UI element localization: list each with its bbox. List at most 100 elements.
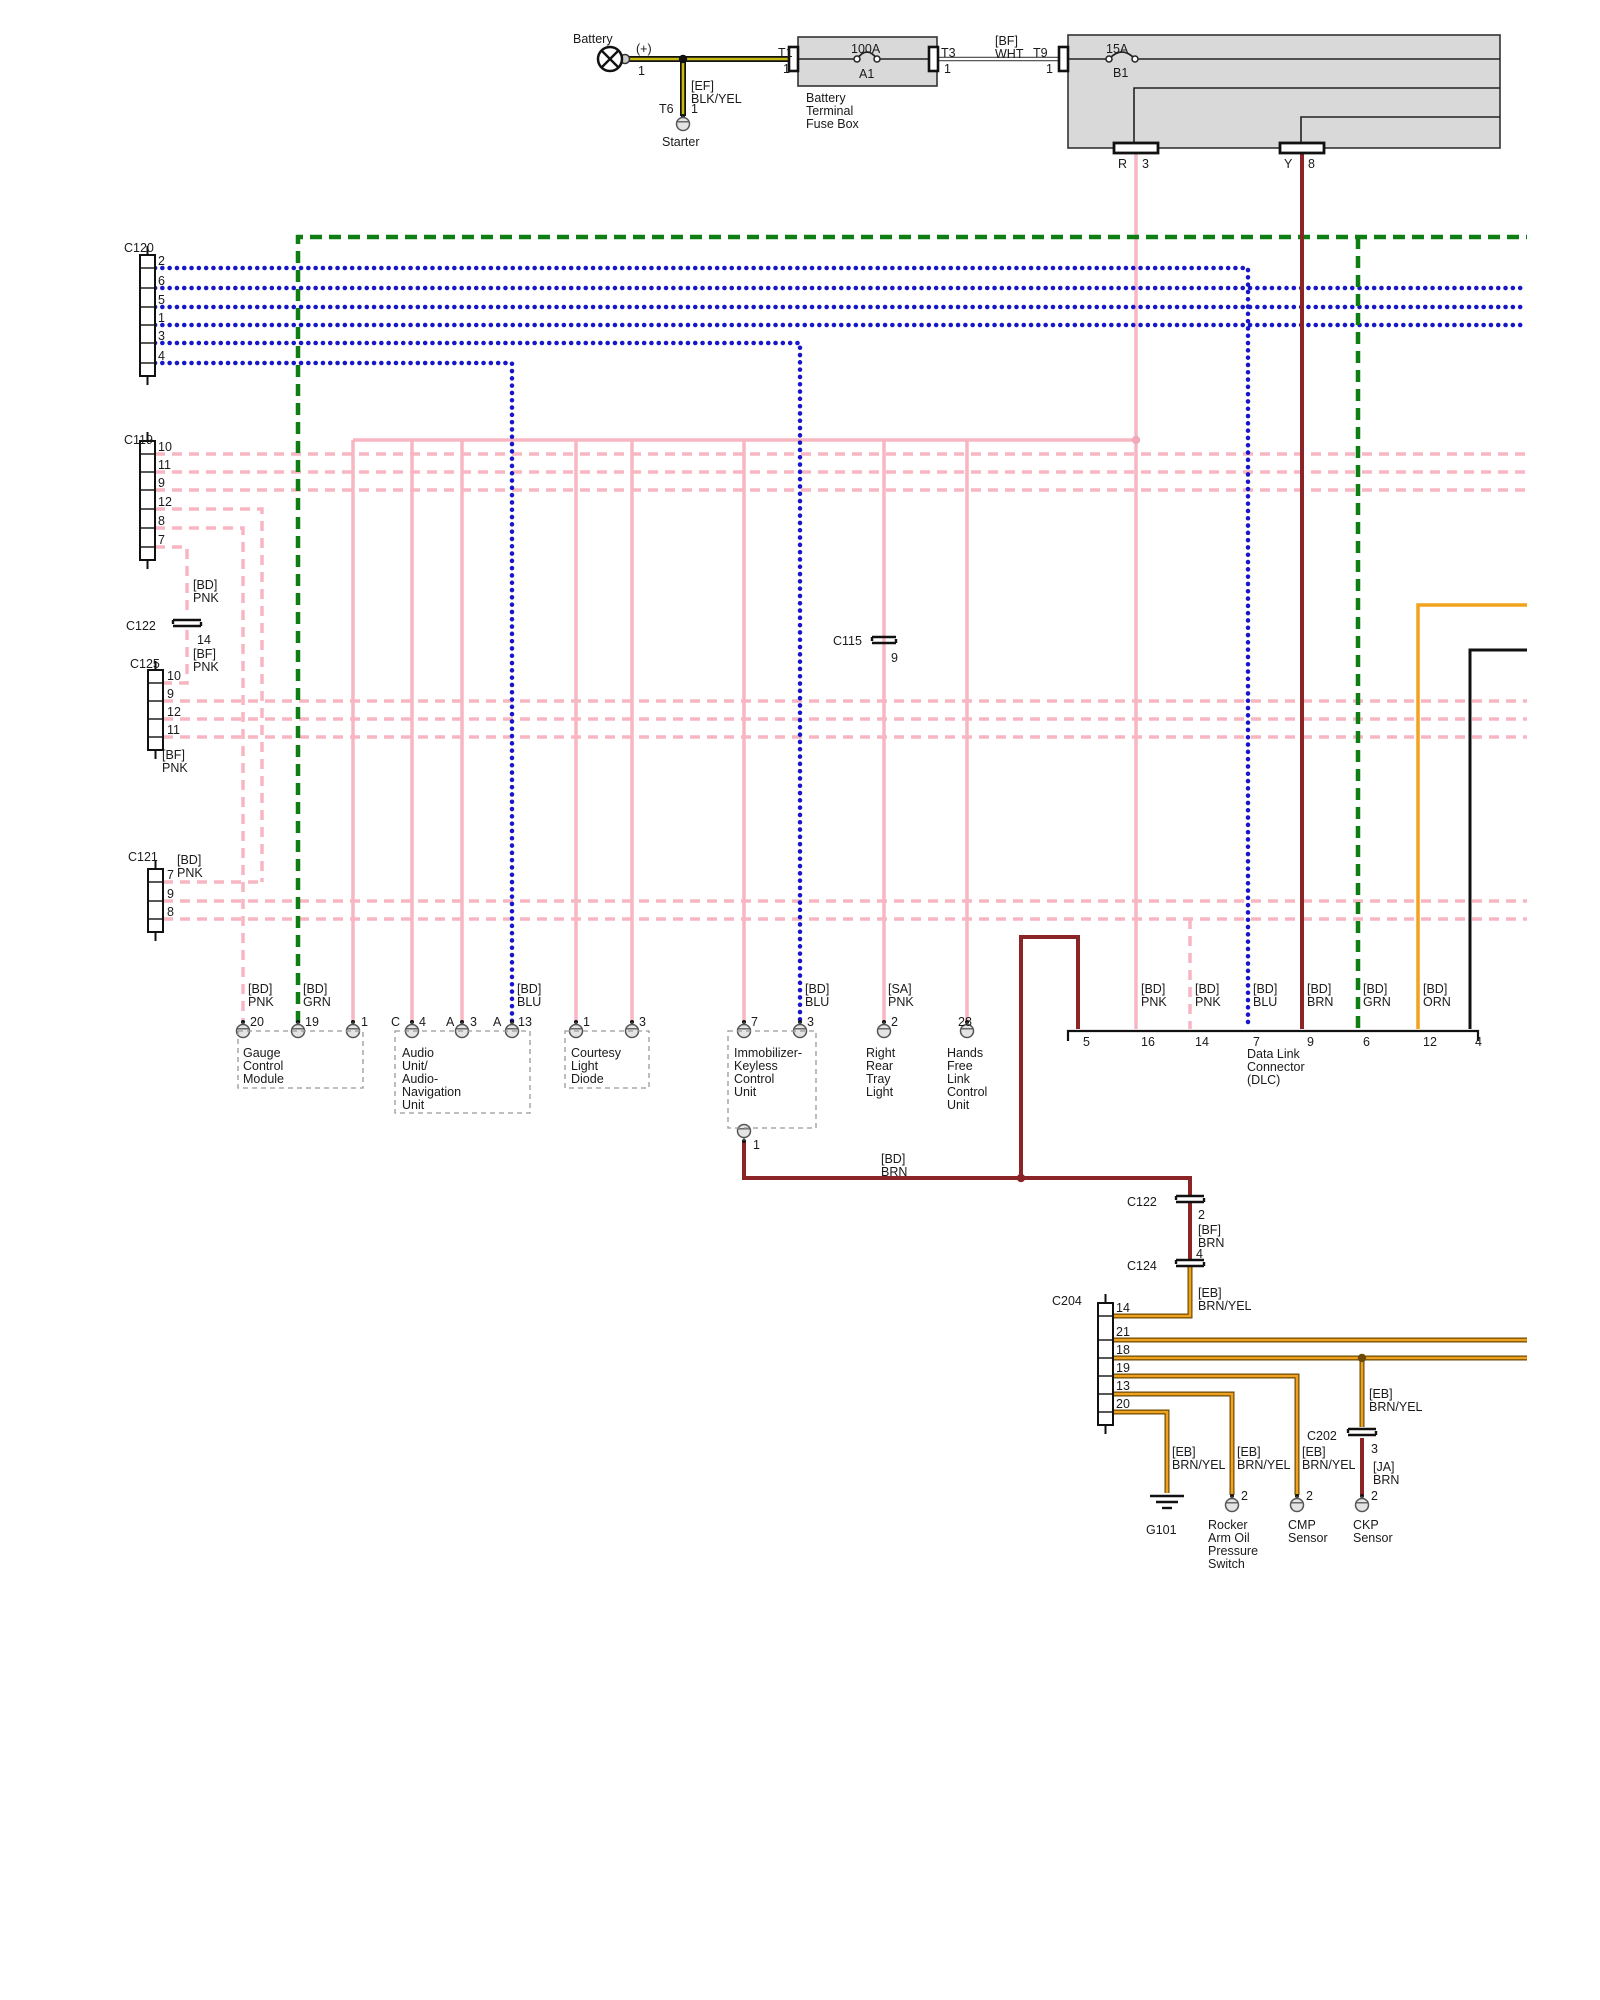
label-navigation: Navigation bbox=[402, 1085, 461, 1099]
label-1: 1 bbox=[583, 1015, 590, 1029]
label-control: Control bbox=[243, 1059, 283, 1073]
label-blu: BLU bbox=[517, 995, 541, 1009]
battery-cross-2 bbox=[601, 50, 619, 68]
label-28: 28 bbox=[958, 1015, 972, 1029]
label-brn-yel: BRN/YEL bbox=[1172, 1458, 1226, 1472]
label-battery: Battery bbox=[806, 91, 846, 105]
label-21: 21 bbox=[1116, 1325, 1130, 1339]
junction-dot bbox=[1016, 1173, 1026, 1183]
label--bd-: [BD] bbox=[248, 982, 272, 996]
label-3: 3 bbox=[158, 329, 165, 343]
label-control: Control bbox=[734, 1072, 774, 1086]
label-8: 8 bbox=[1308, 157, 1315, 171]
label--sa-: [SA] bbox=[888, 982, 912, 996]
label-19: 19 bbox=[305, 1015, 319, 1029]
label-t1: T1 bbox=[778, 46, 793, 60]
label-10: 10 bbox=[158, 440, 172, 454]
immobilizer-keyless-box bbox=[727, 1030, 817, 1129]
audio-unit-box bbox=[394, 1030, 531, 1114]
label-rear: Rear bbox=[866, 1059, 893, 1073]
label-16: 16 bbox=[1141, 1035, 1155, 1049]
label-courtesy: Courtesy bbox=[571, 1046, 622, 1060]
connector-c125-body bbox=[147, 669, 164, 751]
connector-c119-body bbox=[139, 440, 156, 561]
label-brn: BRN bbox=[881, 1165, 907, 1179]
label-pnk: PNK bbox=[248, 995, 274, 1009]
wire-brnyel-c204-13-to-rocker-core bbox=[1113, 1392, 1234, 1495]
label-pnk: PNK bbox=[1141, 995, 1167, 1009]
label-t9: T9 bbox=[1033, 46, 1048, 60]
fuse-a1-100a-end-1 bbox=[873, 55, 881, 63]
label-11: 11 bbox=[158, 458, 171, 472]
label-7: 7 bbox=[751, 1015, 758, 1029]
label-c: C bbox=[391, 1015, 400, 1029]
label-c204: C204 bbox=[1052, 1294, 1082, 1308]
label-7: 7 bbox=[158, 533, 165, 547]
wire-boxB-y8-feed bbox=[1300, 116, 1500, 143]
label--ja-: [JA] bbox=[1373, 1460, 1395, 1474]
label-fuse-box: Fuse Box bbox=[806, 117, 860, 131]
label-g101: G101 bbox=[1146, 1523, 1177, 1537]
label-starter: Starter bbox=[662, 135, 700, 149]
label-brn-yel: BRN/YEL bbox=[1302, 1458, 1356, 1472]
label-1: 1 bbox=[783, 62, 790, 76]
label-ckp: CKP bbox=[1353, 1518, 1379, 1532]
immobilizer-bottom-pin-terminal bbox=[736, 1123, 752, 1139]
wire-c122-to-c125-pin10 bbox=[163, 630, 189, 685]
label-sensor: Sensor bbox=[1353, 1531, 1393, 1545]
label-3: 3 bbox=[1142, 157, 1149, 171]
label-9: 9 bbox=[167, 687, 174, 701]
terminal-t9 bbox=[1057, 45, 1070, 73]
wire-brn-dlc5-branch bbox=[1019, 935, 1080, 1178]
label-blu: BLU bbox=[805, 995, 829, 1009]
label-18: 18 bbox=[1116, 1343, 1130, 1357]
label-10: 10 bbox=[167, 669, 181, 683]
label-brn: BRN bbox=[1198, 1236, 1224, 1250]
label--bf-: [BF] bbox=[193, 647, 216, 661]
courtesy-light-diode-box bbox=[564, 1030, 650, 1089]
wire-brnyel-c204-20-to-g101 bbox=[1113, 1409, 1170, 1493]
label-diode: Diode bbox=[571, 1072, 604, 1086]
label--bd-: [BD] bbox=[1423, 982, 1447, 996]
label-unit: Unit bbox=[734, 1085, 757, 1099]
label-pnk: PNK bbox=[193, 660, 219, 674]
label--bd-: [BD] bbox=[881, 1152, 905, 1166]
label-9: 9 bbox=[167, 887, 174, 901]
label-pressure: Pressure bbox=[1208, 1544, 1258, 1558]
label-immobilizer-: Immobilizer- bbox=[734, 1046, 802, 1060]
label-3: 3 bbox=[1371, 1442, 1378, 1456]
label-12: 12 bbox=[1423, 1035, 1437, 1049]
label-13: 13 bbox=[1116, 1379, 1130, 1393]
label-link: Link bbox=[947, 1072, 971, 1086]
label-1: 1 bbox=[158, 311, 165, 325]
label-brn-yel: BRN/YEL bbox=[1198, 1299, 1252, 1313]
label-blu: BLU bbox=[1253, 995, 1277, 1009]
connector-c204-body bbox=[1097, 1302, 1114, 1426]
label--bf-: [BF] bbox=[995, 34, 1018, 48]
wire-c120-pin3-to-immobilizer3 bbox=[152, 340, 803, 1026]
label-7: 7 bbox=[1253, 1035, 1260, 1049]
label-tray: Tray bbox=[866, 1072, 891, 1086]
label-2: 2 bbox=[1241, 1489, 1248, 1503]
starter-terminal bbox=[675, 116, 691, 132]
label-c202: C202 bbox=[1307, 1429, 1337, 1443]
label-c121: C121 bbox=[128, 850, 158, 864]
label--bd-: [BD] bbox=[1253, 982, 1277, 996]
label-5: 5 bbox=[1083, 1035, 1090, 1049]
label--bd-: [BD] bbox=[805, 982, 829, 996]
wire-c119-pin7-to-c122 bbox=[155, 545, 189, 616]
label-1: 1 bbox=[944, 62, 951, 76]
wire-c120-pin4-to-audio13 bbox=[152, 360, 515, 1026]
fuse-box-body bbox=[1067, 34, 1501, 149]
label-orn: ORN bbox=[1423, 995, 1451, 1009]
label-brn-yel: BRN/YEL bbox=[1369, 1400, 1423, 1414]
label-4: 4 bbox=[419, 1015, 426, 1029]
label-4: 4 bbox=[1475, 1035, 1482, 1049]
label--eb-: [EB] bbox=[1302, 1445, 1326, 1459]
label-4: 4 bbox=[1196, 1247, 1203, 1261]
label-pnk: PNK bbox=[1195, 995, 1221, 1009]
fuse-b1-15a-end-0 bbox=[1105, 55, 1113, 63]
label--eb-: [EB] bbox=[1172, 1445, 1196, 1459]
fuse-a1-100a-gap bbox=[857, 54, 877, 64]
